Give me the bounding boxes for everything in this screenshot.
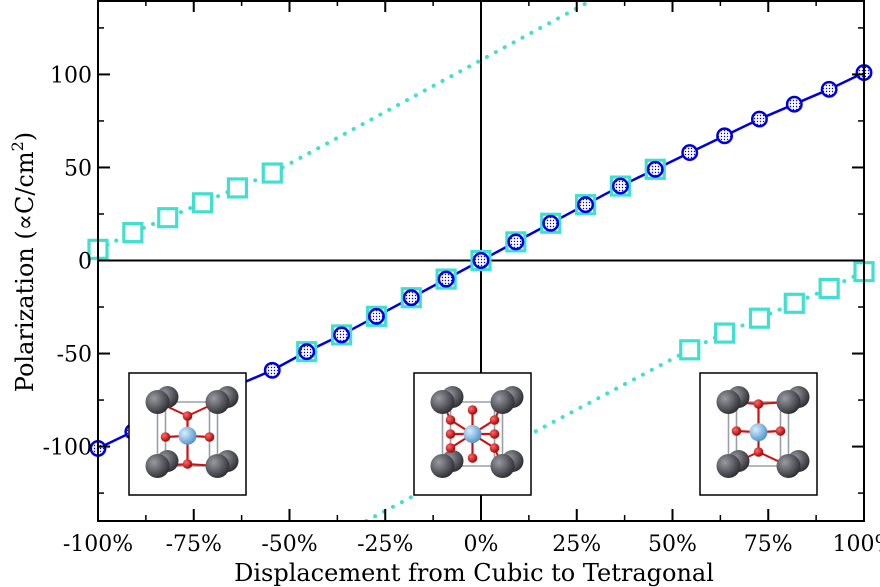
y-axis-title: Polarization (∝C/cm2) — [8, 132, 39, 392]
a-site-atom — [145, 454, 170, 478]
polarization-path-marker — [472, 252, 490, 269]
branch-upper-marker — [261, 162, 283, 184]
polarization-path-marker — [298, 343, 316, 361]
series-layer — [87, 64, 875, 457]
branch-lower-marker — [679, 339, 701, 361]
branch-lower-marker — [818, 277, 840, 300]
a-site-atom — [490, 454, 515, 478]
polarization-path-marker — [437, 270, 455, 288]
oxygen-atom — [445, 443, 456, 453]
polarization-path-marker — [367, 307, 385, 325]
oxygen-atom — [467, 453, 478, 463]
oxygen-atom — [489, 415, 500, 425]
a-site-atom — [145, 390, 170, 414]
x-tick-label: 100% — [833, 532, 880, 557]
polarization-path-marker — [542, 214, 560, 232]
x-axis-title: Displacement from Cubic to Tetragonal — [234, 559, 714, 587]
oxygen-atom — [160, 432, 171, 442]
branch-upper-marker — [226, 177, 249, 199]
y-axis-title-superscript: 2 — [8, 141, 27, 151]
oxygen-atom — [753, 399, 764, 409]
a-site-atom — [205, 390, 230, 414]
a-site-atom — [776, 454, 801, 478]
polarization-path-marker — [263, 361, 281, 379]
polarization-path-marker — [402, 289, 420, 307]
x-tick-label: 75% — [744, 532, 793, 557]
polarization-path-marker — [681, 144, 699, 162]
polarization-path-marker — [750, 110, 768, 128]
structure-insets — [128, 372, 818, 496]
a-site-atom — [490, 390, 515, 414]
branch-upper-marker — [157, 207, 179, 229]
polarization-path-marker — [507, 233, 525, 251]
tick-labels: -100% -75% -50% -25% 0% 25% 50% 75% 100% -100 -50 0… — [43, 63, 880, 557]
y-axis-title-close: ) — [11, 132, 39, 141]
structure-center — [413, 372, 532, 496]
branch-lower-marker — [713, 322, 736, 344]
polarization-path-marker — [333, 326, 351, 344]
branch-upper-marker — [191, 192, 214, 214]
oxygen-atom — [489, 429, 500, 439]
x-tick-label: -25% — [357, 532, 413, 557]
a-site-atom — [430, 390, 455, 414]
polarization-path-marker — [820, 80, 838, 98]
b-site-atom — [178, 426, 197, 445]
oxygen-atom — [445, 429, 456, 439]
y-tick-label: 0 — [78, 250, 92, 275]
y-tick-label: -50 — [57, 343, 92, 368]
oxygen-atom — [182, 411, 193, 421]
a-site-atom — [716, 454, 741, 478]
polarization-path-marker — [646, 160, 664, 178]
polarization-path-marker — [716, 127, 734, 145]
polarization-path-marker — [577, 196, 595, 214]
oxygen-atom — [775, 426, 786, 436]
oxygen-atom — [182, 459, 193, 469]
y-tick-label: 100 — [50, 63, 92, 88]
x-tick-label: -75% — [166, 532, 222, 557]
x-tick-label: 0% — [464, 532, 499, 557]
y-axis-title-main: Polarization (∝C/cm — [11, 151, 39, 392]
structure-left — [128, 372, 247, 496]
polarization-path-marker — [611, 177, 629, 195]
oxygen-atom — [731, 426, 742, 436]
y-tick-label: 50 — [64, 156, 92, 181]
branch-upper-marker — [122, 221, 144, 244]
structure-right — [699, 372, 818, 496]
oxygen-atom — [445, 415, 456, 425]
x-tick-label: -100% — [63, 532, 133, 557]
b-site-atom — [463, 425, 482, 443]
a-site-atom — [716, 390, 741, 414]
x-tick-label: -50% — [261, 532, 317, 557]
x-tick-label: 25% — [552, 532, 601, 557]
a-site-atom — [430, 454, 455, 478]
axes-frame — [97, 0, 865, 522]
oxygen-atom — [204, 432, 215, 442]
a-site-atom — [776, 390, 801, 414]
oxygen-atom — [467, 405, 478, 415]
oxygen-atom — [489, 443, 500, 453]
x-tick-label: 50% — [648, 532, 697, 557]
polarization-path-marker — [785, 95, 803, 113]
branch-lower-marker — [783, 292, 805, 314]
branch-lower-marker — [748, 307, 771, 329]
b-site-atom — [749, 423, 768, 442]
oxygen-atom — [753, 447, 764, 457]
y-tick-label: -100 — [43, 436, 92, 461]
a-site-atom — [205, 454, 230, 478]
